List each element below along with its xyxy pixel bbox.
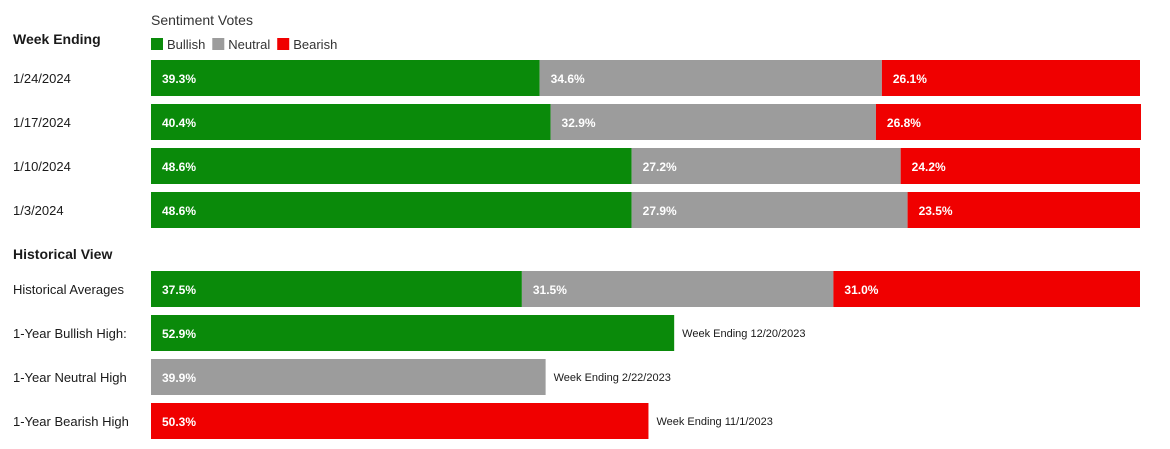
bar-label-bullish: 48.6% <box>162 160 196 174</box>
historical-averages-label: Historical Averages <box>13 282 125 297</box>
week-label: 1/17/2024 <box>13 115 71 130</box>
avg-bar-bullish <box>151 271 522 307</box>
high-label-bearish: 1-Year Bearish High <box>13 414 129 429</box>
bar-bearish <box>881 60 1140 96</box>
week-label: 1/10/2024 <box>13 159 71 174</box>
bar-label-bearish: 24.2% <box>912 160 946 174</box>
bar-neutral <box>631 192 908 228</box>
legend-label-bearish: Bearish <box>293 37 337 52</box>
week-label: 1/3/2024 <box>13 203 64 218</box>
high-label-neutral: 1-Year Neutral High <box>13 370 127 385</box>
high-bar-label-bullish: 52.9% <box>162 327 196 341</box>
avg-bar-label-bullish: 37.5% <box>162 283 196 297</box>
historical-view-heading: Historical View <box>13 246 112 262</box>
high-bar-label-neutral: 39.9% <box>162 371 196 385</box>
bar-neutral <box>539 60 882 96</box>
bar-neutral <box>631 148 901 184</box>
bar-bullish <box>151 104 551 140</box>
bar-bullish <box>151 192 632 228</box>
legend: Bullish Neutral Bearish <box>151 37 337 52</box>
week-label: 1/24/2024 <box>13 71 71 86</box>
legend-label-neutral: Neutral <box>228 37 270 52</box>
bar-neutral <box>550 104 876 140</box>
bar-label-bullish: 48.6% <box>162 204 196 218</box>
legend-swatch-bullish <box>151 38 163 50</box>
legend-swatch-bearish <box>277 38 290 50</box>
high-bar-bullish <box>151 315 675 351</box>
bar-label-bullish: 40.4% <box>162 116 196 130</box>
bar-bearish <box>900 148 1140 184</box>
bar-bullish <box>151 148 632 184</box>
chart-title: Sentiment Votes <box>151 12 253 28</box>
week-ending-heading: Week Ending <box>13 31 101 47</box>
legend-swatch-neutral <box>212 38 225 50</box>
bar-label-bearish: 26.8% <box>887 116 921 130</box>
avg-bar-bearish <box>833 271 1140 307</box>
bar-label-bearish: 26.1% <box>893 72 927 86</box>
bar-label-neutral: 27.9% <box>643 204 677 218</box>
high-bar-bearish <box>151 403 649 439</box>
historical-rows: Historical Averages 37.5% 31.5% 31.0% 1-Year… <box>13 271 1140 439</box>
bar-bearish <box>907 192 1140 228</box>
high-note-bearish: Week Ending 11/1/2023 <box>656 416 772 428</box>
bar-bullish <box>151 60 540 96</box>
avg-bar-neutral <box>521 271 834 307</box>
bar-label-neutral: 27.2% <box>643 160 677 174</box>
bar-label-neutral: 32.9% <box>562 116 596 130</box>
avg-bar-label-bearish: 31.0% <box>844 283 878 297</box>
high-bar-neutral <box>151 359 546 395</box>
high-bar-label-bearish: 50.3% <box>162 415 196 429</box>
high-note-neutral: Week Ending 2/22/2023 <box>554 372 671 384</box>
avg-bar-label-neutral: 31.5% <box>533 283 567 297</box>
bar-bearish <box>875 104 1141 140</box>
high-label-bullish: 1-Year Bullish High: <box>13 326 127 341</box>
bar-label-bearish: 23.5% <box>919 204 953 218</box>
high-note-bullish: Week Ending 12/20/2023 <box>682 328 805 340</box>
weekly-rows: 1/24/2024 39.3% 34.6% 26.1% 1/17/2024 40.4% 32… <box>13 60 1141 228</box>
bar-label-bullish: 39.3% <box>162 72 196 86</box>
bar-label-neutral: 34.6% <box>551 72 585 86</box>
legend-label-bullish: Bullish <box>167 37 205 52</box>
